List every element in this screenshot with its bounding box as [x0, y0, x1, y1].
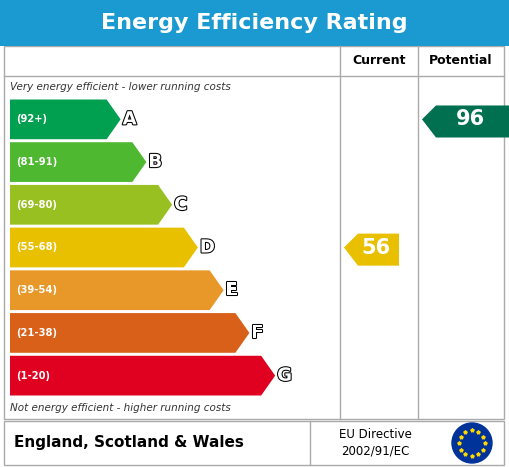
- Text: E: E: [225, 281, 238, 299]
- Bar: [4, 46, 504, 419]
- Text: England, Scotland & Wales: England, Scotland & Wales: [14, 436, 244, 451]
- Text: B: B: [148, 153, 162, 171]
- Text: (39-54): (39-54): [16, 285, 57, 295]
- Polygon shape: [10, 313, 249, 353]
- Bar: [0, 0, 509, 46]
- Text: A: A: [123, 110, 136, 128]
- Polygon shape: [10, 99, 121, 139]
- Polygon shape: [422, 106, 509, 137]
- Text: (69-80): (69-80): [16, 200, 57, 210]
- Polygon shape: [344, 234, 399, 266]
- Text: EU Directive: EU Directive: [338, 429, 411, 441]
- Polygon shape: [10, 270, 223, 310]
- Text: 56: 56: [361, 238, 390, 257]
- Text: Potential: Potential: [429, 55, 493, 68]
- Text: C: C: [174, 196, 187, 214]
- Text: Not energy efficient - higher running costs: Not energy efficient - higher running co…: [10, 403, 231, 413]
- Polygon shape: [10, 356, 275, 396]
- Text: (55-68): (55-68): [16, 242, 57, 253]
- Text: F: F: [251, 324, 264, 342]
- Text: G: G: [277, 367, 292, 385]
- Text: (1-20): (1-20): [16, 371, 50, 381]
- Polygon shape: [10, 142, 147, 182]
- Text: Energy Efficiency Rating: Energy Efficiency Rating: [101, 13, 408, 33]
- Text: 2002/91/EC: 2002/91/EC: [341, 445, 409, 458]
- Polygon shape: [10, 185, 172, 225]
- Circle shape: [452, 423, 492, 463]
- Bar: [4, 421, 504, 465]
- Text: D: D: [200, 239, 215, 256]
- Polygon shape: [10, 227, 198, 267]
- Text: (21-38): (21-38): [16, 328, 57, 338]
- Text: (81-91): (81-91): [16, 157, 57, 167]
- Text: Current: Current: [352, 55, 406, 68]
- Text: 96: 96: [456, 109, 485, 129]
- Text: Very energy efficient - lower running costs: Very energy efficient - lower running co…: [10, 82, 231, 92]
- Text: (92+): (92+): [16, 114, 47, 124]
